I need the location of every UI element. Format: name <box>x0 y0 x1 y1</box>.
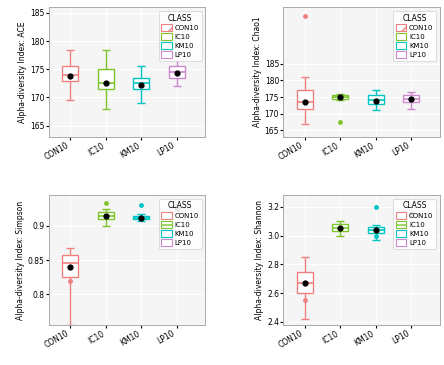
Bar <box>133 78 149 89</box>
Y-axis label: Alpha-diversity Index: Shannon: Alpha-diversity Index: Shannon <box>255 200 264 320</box>
Bar <box>368 95 384 104</box>
Bar <box>62 66 78 81</box>
Legend: CON10, IC10, KM10, LP10: CON10, IC10, KM10, LP10 <box>159 11 202 61</box>
Bar <box>332 95 348 99</box>
Bar <box>332 224 348 231</box>
Bar <box>98 212 114 219</box>
Bar <box>62 254 78 277</box>
Legend: CON10, IC10, KM10, LP10: CON10, IC10, KM10, LP10 <box>393 11 436 61</box>
Bar <box>368 227 384 233</box>
Bar <box>169 206 185 211</box>
Legend: CON10, IC10, KM10, LP10: CON10, IC10, KM10, LP10 <box>393 199 436 249</box>
Bar <box>297 91 313 109</box>
Legend: CON10, IC10, KM10, LP10: CON10, IC10, KM10, LP10 <box>159 199 202 249</box>
Bar <box>169 66 185 78</box>
Y-axis label: Alpha-diversity Index: Chao1: Alpha-diversity Index: Chao1 <box>253 17 262 127</box>
Bar <box>133 216 149 219</box>
Bar <box>98 69 114 89</box>
Bar <box>403 95 419 102</box>
Y-axis label: Alpha-diversity Index: ACE: Alpha-diversity Index: ACE <box>18 22 28 123</box>
Y-axis label: Alpha-diversity Index: Simpson: Alpha-diversity Index: Simpson <box>16 200 25 320</box>
Bar <box>403 210 419 217</box>
Bar <box>297 272 313 293</box>
